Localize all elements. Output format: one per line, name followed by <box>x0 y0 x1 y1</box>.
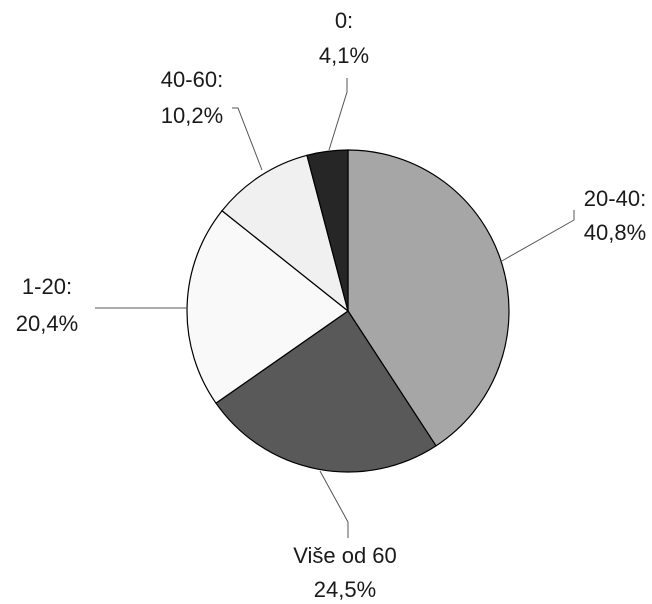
data-labels: 20-40: 40,8% Više od 60 24,5% 1-20: 20,4… <box>16 8 646 602</box>
pie-slice-1-20 <box>186 209 350 404</box>
leader-line-vise-od-60 <box>319 470 349 538</box>
label-value-vise-od-60: 24,5% <box>314 577 376 602</box>
label-category-1-20: 1-20: <box>22 274 72 299</box>
pie-slice-40-60 <box>221 154 350 313</box>
label-value-20-40: 40,8% <box>584 220 646 245</box>
label-value-0: 4,1% <box>319 43 369 68</box>
label-value-40-60: 10,2% <box>161 103 223 128</box>
label-category-20-40: 20-40: <box>584 186 646 211</box>
label-category-vise-od-60: Više od 60 <box>293 543 397 568</box>
leader-line-40-60 <box>232 107 263 171</box>
label-value-1-20: 20,4% <box>16 311 78 336</box>
pie-slice-0 <box>306 149 349 312</box>
leader-lines <box>95 78 575 538</box>
leader-line-20-40 <box>499 210 575 263</box>
pie-slices <box>186 149 510 473</box>
label-category-0: 0: <box>335 8 353 33</box>
leader-line-0 <box>328 78 348 151</box>
label-category-40-60: 40-60: <box>161 67 223 92</box>
pie-slice-vi-e-od-60 <box>215 310 437 473</box>
